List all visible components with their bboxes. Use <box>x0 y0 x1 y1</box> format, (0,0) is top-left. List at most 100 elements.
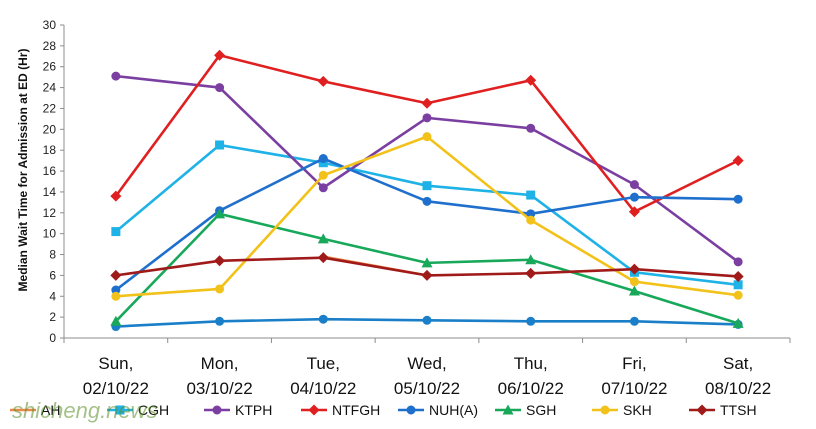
data-point <box>317 252 329 264</box>
series-ttsh <box>110 252 744 282</box>
data-point <box>111 285 121 295</box>
data-point <box>111 71 121 81</box>
data-point <box>502 404 514 415</box>
y-tick-label: 10 <box>43 227 57 241</box>
y-tick-label: 28 <box>43 39 57 53</box>
data-point <box>525 74 537 86</box>
data-point <box>696 404 708 416</box>
data-point <box>733 194 743 204</box>
data-point <box>317 233 329 244</box>
data-point <box>732 270 744 282</box>
data-point <box>733 280 743 290</box>
legend-item: TTSH <box>689 402 757 418</box>
data-point <box>318 170 328 180</box>
series-skh <box>111 132 743 301</box>
data-point <box>422 196 432 206</box>
data-point <box>629 180 639 190</box>
data-point <box>111 227 121 237</box>
y-tick-label: 4 <box>49 289 56 303</box>
y-tick-label: 20 <box>43 122 57 136</box>
data-point <box>215 140 225 150</box>
data-point <box>733 257 743 267</box>
x-tick-label: Fri, 07/10/22 <box>601 354 667 398</box>
data-point <box>732 317 744 328</box>
legend-label: TTSH <box>720 402 757 418</box>
data-point <box>421 257 433 268</box>
legend-label: CGH <box>138 402 169 418</box>
y-tick-label: 14 <box>43 185 57 199</box>
legend: AH CGH KTPH NTFGH NUH(A) SGH SKH TTSH <box>10 402 757 418</box>
x-tick-label: Tue, 04/10/22 <box>290 354 356 398</box>
data-point <box>525 254 537 265</box>
legend-label: KTPH <box>235 402 272 418</box>
data-point <box>214 49 226 61</box>
data-point <box>732 155 744 167</box>
x-axis-ticks: Sun, 02/10/22 Mon, 03/10/22 Tue, 04/10/22 Wed,… <box>83 354 771 398</box>
data-point <box>421 97 433 109</box>
x-tick-label: Sun, 02/10/22 <box>83 354 149 398</box>
data-point <box>318 154 328 164</box>
y-tick-label: 0 <box>49 331 56 345</box>
legend-label: NTFGH <box>332 402 380 418</box>
y-tick-label: 30 <box>43 18 57 32</box>
legend-label: SGH <box>526 402 556 418</box>
data-point <box>629 316 639 326</box>
data-point <box>110 315 122 326</box>
data-point <box>421 269 433 281</box>
legend-item: SGH <box>495 402 556 418</box>
data-point <box>308 404 320 416</box>
data-point <box>629 192 639 202</box>
data-point <box>214 255 226 267</box>
legend-label: NUH(A) <box>429 402 478 418</box>
data-point <box>111 291 121 301</box>
x-tick-label: Wed, 05/10/22 <box>394 354 460 398</box>
y-tick-label: 2 <box>49 310 56 324</box>
data-point <box>422 181 432 191</box>
y-tick-label: 24 <box>43 81 57 95</box>
legend-item: KTPH <box>204 402 272 418</box>
data-point <box>215 284 225 294</box>
data-point <box>526 190 536 200</box>
x-tick-label: Sat, 08/10/22 <box>705 354 771 398</box>
data-point <box>318 314 328 324</box>
data-point <box>733 290 743 300</box>
y-tick-label: 26 <box>43 60 57 74</box>
legend-item: AH <box>10 402 60 418</box>
legend-item: NUH(A) <box>398 402 478 418</box>
data-point <box>422 113 432 123</box>
data-point <box>215 83 225 93</box>
y-tick-label: 18 <box>43 143 57 157</box>
legend-item: CGH <box>107 402 169 418</box>
data-point <box>628 263 640 275</box>
data-point <box>525 267 537 279</box>
data-point <box>600 405 610 415</box>
data-point <box>406 405 416 415</box>
data-point <box>115 405 125 415</box>
data-point <box>318 183 328 193</box>
data-point <box>317 75 329 87</box>
data-point <box>214 208 226 219</box>
data-point <box>212 405 222 415</box>
data-point <box>110 190 122 202</box>
data-point <box>629 277 639 287</box>
x-tick-label: Thu, 06/10/22 <box>498 354 564 398</box>
data-point <box>628 285 640 296</box>
y-tick-label: 12 <box>43 206 57 220</box>
legend-label: AH <box>41 402 60 418</box>
data-point <box>526 215 536 225</box>
y-axis-label: Median Wait Time for Admission at ED (Hr… <box>16 49 30 292</box>
data-point <box>422 132 432 142</box>
data-point <box>215 316 225 326</box>
y-tick-label: 22 <box>43 101 57 115</box>
data-point <box>526 316 536 326</box>
legend-item: SKH <box>592 402 652 418</box>
series-group <box>110 49 744 332</box>
legend-label: SKH <box>623 402 652 418</box>
data-point <box>628 206 640 218</box>
series-nuh-a- <box>111 314 743 332</box>
data-point <box>110 269 122 281</box>
chart-axes <box>63 25 791 343</box>
data-point <box>422 315 432 325</box>
data-point <box>526 209 536 219</box>
